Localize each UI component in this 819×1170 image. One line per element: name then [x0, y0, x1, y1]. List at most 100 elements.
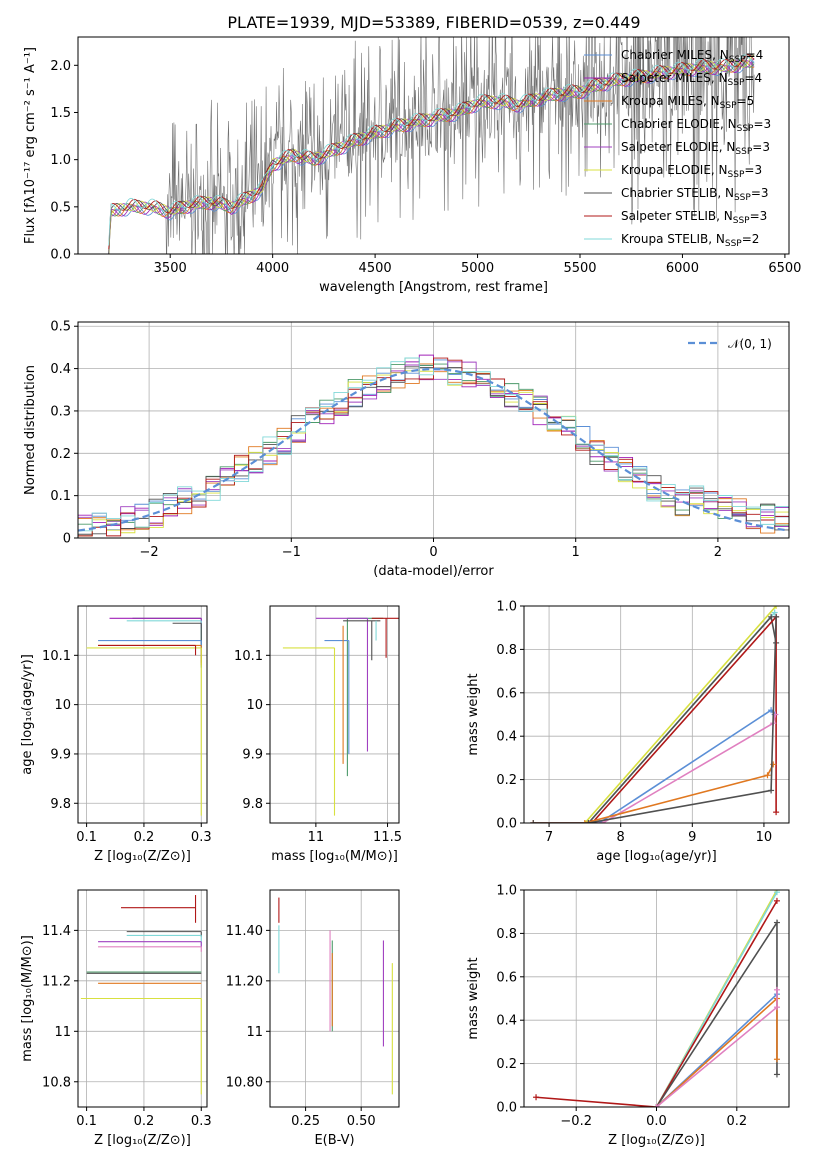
massweight_vs_age-plot-area [530, 606, 780, 823]
normal-curve-line [78, 367, 789, 532]
mass_vs_ebv-panel: 0.25 0.50 10.80 11 11.20 11.40 E(B-V) [226, 889, 400, 1148]
x-tick-label: −2 [140, 545, 159, 560]
x-tick-label: 6500 [768, 261, 801, 276]
legend-label: Kroupa STELIB, NSSP=2 [621, 232, 759, 249]
y-tick-label: 0.6 [496, 970, 517, 985]
y-axis-label: Flux [fλ10⁻¹⁷ erg cm⁻² s⁻¹ A⁻¹] [23, 47, 38, 244]
legend-label: Kroupa MILES, NSSP=5 [621, 94, 754, 111]
y-tick-label: 10.8 [42, 1075, 71, 1090]
y-tick-label: 0.4 [496, 730, 517, 745]
y-tick-label: 0.2 [496, 773, 517, 788]
x-axis-label: age [log₁₀(age/yr)] [596, 849, 717, 864]
legend-label: Salpeter ELODIE, NSSP=3 [621, 140, 770, 157]
x-tick-label: 0.2 [726, 1114, 747, 1129]
x-tick-label: 1 [572, 545, 580, 560]
x-axis-label: (data-model)/error [373, 564, 494, 579]
y-tick-label: 0.3 [50, 404, 71, 419]
y-tick-label: 11 [246, 1025, 263, 1040]
model-kroupa_stelib-line [108, 54, 755, 246]
model-chabrier_miles-line [108, 60, 755, 254]
mass-weight-line [533, 709, 776, 823]
y-tick-label: 1.0 [496, 884, 517, 899]
residuals-panel: −2 −1 0 1 2 0 0.1 0.2 0.3 0.4 0.5 (data-model)/erro… [23, 320, 790, 579]
mass-weight-line [533, 616, 777, 823]
axes-frame [523, 605, 790, 824]
y-tick-label: 0.4 [50, 362, 71, 377]
y-tick-label: 11 [54, 1025, 71, 1040]
x-tick-label: 0.2 [134, 1114, 155, 1129]
x-tick-label: 0.3 [191, 830, 212, 845]
y-tick-label: 0 [63, 532, 71, 547]
mass-weight-line [533, 714, 777, 823]
y-tick-label: 0.4 [496, 1014, 517, 1029]
y-axis-label: age [log₁₀(age/yr)] [20, 654, 35, 775]
x-tick-label: 6000 [666, 261, 699, 276]
massweight_vs_z-plot-area [533, 890, 780, 1107]
age_vs_z-plot-area [86, 617, 202, 816]
x-tick-label: 0.0 [646, 1114, 667, 1129]
y-tick-label: 10 [54, 698, 71, 713]
x-tick-label: 8 [617, 830, 625, 845]
axes-frame [77, 36, 790, 255]
y-tick-label: 9.8 [50, 797, 71, 812]
y-tick-label: 11.40 [226, 924, 263, 939]
y-tick-label: 0.0 [496, 1101, 517, 1116]
y-tick-label: 0.5 [50, 200, 71, 215]
y-tick-label: 0.0 [50, 248, 71, 263]
y-axis-label: mass weight [466, 673, 481, 755]
spectrum-plot-area [108, 37, 755, 254]
y-tick-label: 11.20 [226, 974, 263, 989]
y-tick-label: 0.8 [496, 643, 517, 658]
model-salpeter_miles-line [108, 60, 755, 254]
y-tick-label: 0.2 [50, 447, 71, 462]
x-tick-label: 7 [545, 830, 553, 845]
y-tick-label: 10.1 [234, 649, 263, 664]
x-tick-label: 0.3 [191, 1114, 212, 1129]
model-salpeter_elodie-line [108, 57, 755, 254]
mass-weight-line [533, 615, 777, 823]
x-tick-label: −1 [282, 545, 301, 560]
axes-frame [77, 889, 208, 1108]
mass_vs_z-plot-area [80, 895, 202, 1095]
figure-title: PLATE=1939, MJD=53389, FIBERID=0539, z=0… [227, 13, 640, 32]
mass-weight-line [533, 606, 777, 823]
x-tick-label: 3500 [154, 261, 187, 276]
y-tick-label: 1.0 [50, 153, 71, 168]
y-tick-label: 1.0 [496, 600, 517, 615]
residuals-plot-area [78, 354, 789, 537]
y-tick-label: 11.4 [42, 924, 71, 939]
mass_vs_z-panel: 0.1 0.2 0.3 10.8 11 11.2 11.4 Z [log₁₀(Z/Z⊙)] ma… [20, 889, 212, 1148]
legend-label: Chabrier MILES, NSSP=4 [621, 48, 763, 65]
y-tick-label: 0.0 [496, 817, 517, 832]
age_vs_z-panel: 0.1 0.2 0.3 9.8 9.9 10 10.1 Z [log₁₀(Z/Z⊙)] age … [20, 605, 212, 864]
x-tick-label: 5000 [461, 261, 494, 276]
y-axis-label: Normed distribution [23, 365, 38, 495]
y-tick-label: 0.8 [496, 927, 517, 942]
x-axis-label: E(B-V) [314, 1133, 354, 1148]
y-tick-label: 9.8 [242, 797, 263, 812]
y-tick-label: 0.5 [50, 320, 71, 335]
legend-label: 𝒩(0, 1) [728, 337, 772, 351]
legend-label: Chabrier ELODIE, NSSP=3 [621, 117, 771, 134]
y-tick-label: 1.5 [50, 106, 71, 121]
x-tick-label: 9 [688, 830, 696, 845]
axes-frame [77, 605, 208, 824]
x-tick-label: 5500 [563, 261, 596, 276]
data-spectrum-line [108, 37, 755, 254]
y-tick-label: 0.1 [50, 489, 71, 504]
y-tick-label: 9.9 [242, 747, 263, 762]
age_vs_mass-plot-area [282, 617, 399, 816]
x-tick-label: −0.2 [560, 1114, 592, 1129]
y-axis-label: mass weight [466, 957, 481, 1039]
model-chabrier_stelib-line [108, 54, 755, 254]
model-chabrier_elodie-line [108, 60, 755, 254]
model-kroupa_elodie-line [108, 54, 755, 254]
x-tick-label: 4500 [359, 261, 392, 276]
x-axis-label: Z [log₁₀(Z/Z⊙)] [94, 849, 191, 864]
legend-label: Salpeter MILES, NSSP=4 [621, 71, 762, 88]
x-tick-label: 11 [308, 830, 325, 845]
y-tick-label: 10.1 [42, 649, 71, 664]
x-tick-label: 0 [429, 545, 437, 560]
y-tick-label: 9.9 [50, 747, 71, 762]
